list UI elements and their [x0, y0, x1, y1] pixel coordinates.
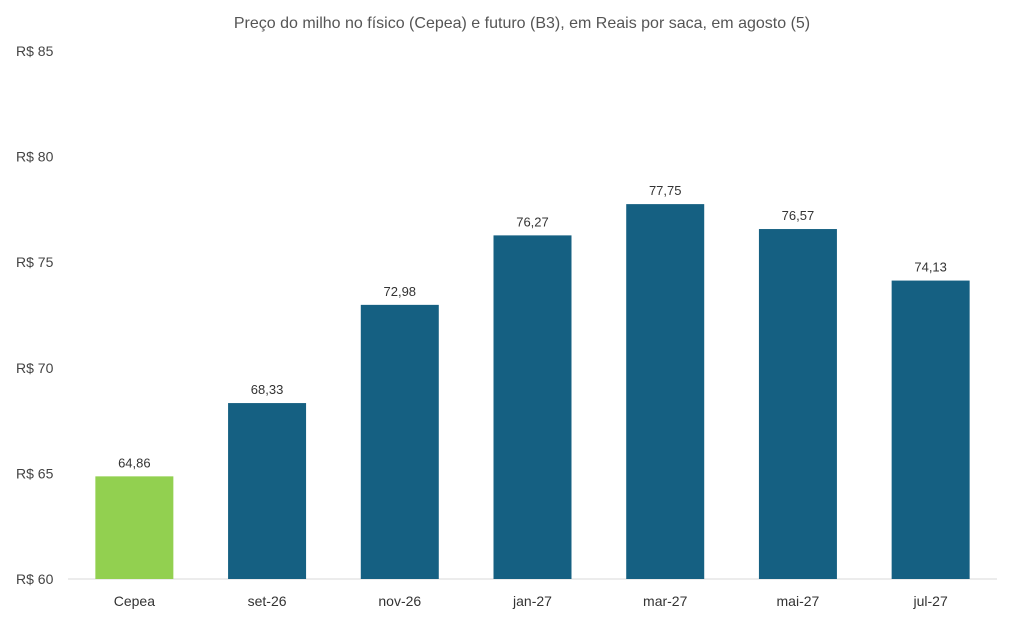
x-tick-label: jul-27 [913, 593, 948, 609]
data-label: 72,98 [384, 284, 417, 299]
data-label: 77,75 [649, 183, 682, 198]
x-tick-label: jan-27 [512, 593, 552, 609]
data-label: 64,86 [118, 455, 151, 470]
y-tick-label: R$ 70 [16, 360, 54, 376]
bar-nov-26 [360, 304, 439, 579]
x-axis: Cepea set-26 nov-26 jan-27 mar-27 mai-27 jul-2… [114, 593, 948, 609]
y-tick-label: R$ 65 [16, 465, 54, 481]
x-tick-label: Cepea [114, 593, 155, 609]
y-tick-label: R$ 60 [16, 571, 54, 587]
x-tick-label: set-26 [248, 593, 287, 609]
bar-jul-27 [891, 280, 970, 579]
x-tick-label: mai-27 [777, 593, 820, 609]
y-axis: R$ 60 R$ 65 R$ 70 R$ 75 R$ 80 R$ 85 [16, 43, 54, 587]
data-label: 76,57 [782, 208, 815, 223]
data-label: 74,13 [914, 260, 947, 275]
x-tick-label: nov-26 [378, 593, 421, 609]
bar-set-26 [228, 403, 307, 579]
data-label: 76,27 [516, 214, 549, 229]
chart-title: Preço do milho no físico (Cepea) e futur… [234, 15, 810, 32]
y-tick-label: R$ 75 [16, 254, 54, 270]
data-label: 68,33 [251, 382, 284, 397]
bar-cepea [95, 476, 174, 579]
y-tick-label: R$ 80 [16, 149, 54, 165]
bar-mai-27 [758, 229, 837, 579]
x-tick-label: mar-27 [643, 593, 688, 609]
bar-jan-27 [493, 235, 572, 579]
bars [95, 204, 970, 579]
data-labels: 64,86 68,33 72,98 76,27 77,75 76,57 74,13 [118, 183, 947, 470]
y-tick-label: R$ 85 [16, 43, 54, 59]
bar-mar-27 [626, 204, 705, 579]
